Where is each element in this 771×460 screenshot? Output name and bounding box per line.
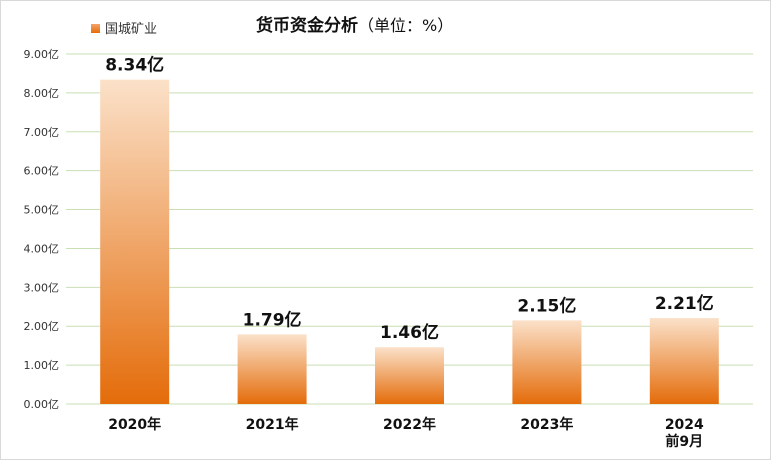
y-tick-label: 3.00亿: [24, 281, 60, 294]
legend: 国城矿业: [91, 22, 157, 37]
bars: [100, 79, 719, 405]
x-category-label: 2021年: [246, 416, 299, 433]
y-tick-label: 7.00亿: [24, 126, 60, 139]
chart-title-main: 货币资金分析: [256, 15, 358, 36]
y-axis-ticks: 0.00亿 1.00亿 2.00亿 3.00亿 4.00亿 5.00亿 6.00亿 7.00亿…: [24, 48, 60, 411]
legend-swatch: [91, 24, 100, 33]
y-tick-label: 9.00亿: [24, 48, 60, 61]
data-label: 1.79亿: [243, 309, 302, 330]
x-category-label: 2023年: [520, 416, 573, 433]
y-tick-label: 8.00亿: [24, 87, 60, 100]
bar: [100, 79, 170, 405]
data-label: 1.46亿: [380, 322, 439, 343]
y-tick-label: 6.00亿: [24, 165, 60, 178]
x-category-label: 前9月: [665, 433, 703, 450]
data-label: 2.15亿: [517, 295, 576, 316]
y-tick-label: 4.00亿: [24, 242, 60, 255]
chart-title-unit: （单位：%）: [358, 16, 453, 35]
data-labels: 8.34亿 1.79亿 1.46亿 2.15亿 2.21亿: [105, 55, 714, 344]
bar: [375, 347, 444, 404]
y-tick-label: 5.00亿: [24, 204, 60, 217]
y-tick-label: 0.00亿: [24, 398, 60, 411]
gridlines: [66, 53, 753, 405]
bar: [512, 320, 582, 404]
x-category-label: 2022年: [383, 416, 436, 433]
data-label: 8.34亿: [105, 55, 164, 76]
chart-title: 货币资金分析（单位：%）: [256, 15, 453, 36]
y-tick-label: 1.00亿: [24, 359, 60, 372]
x-category-label: 2024: [665, 417, 704, 433]
bar: [237, 334, 307, 404]
bar: [649, 318, 719, 404]
data-label: 2.21亿: [655, 293, 714, 314]
y-tick-label: 2.00亿: [24, 320, 60, 333]
x-category-label: 2020年: [108, 416, 161, 433]
legend-label: 国城矿业: [105, 22, 157, 37]
